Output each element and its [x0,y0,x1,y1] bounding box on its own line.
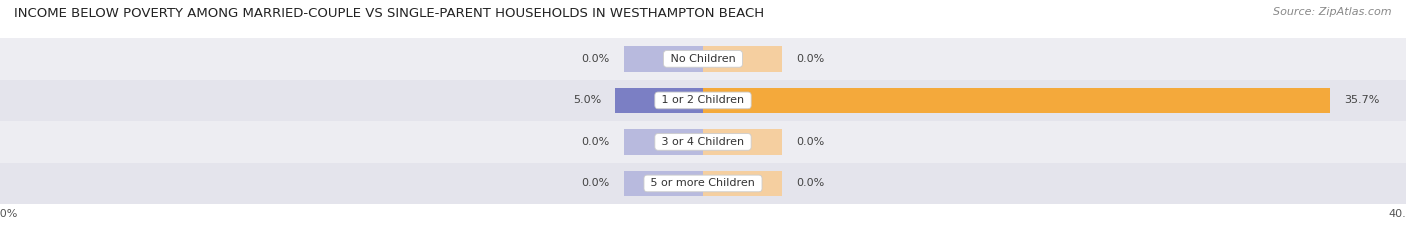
Text: 5.0%: 5.0% [572,95,602,105]
Text: 0.0%: 0.0% [582,54,610,64]
Bar [703,171,782,196]
Bar [703,88,782,113]
Text: 0.0%: 0.0% [582,178,610,188]
Text: 0.0%: 0.0% [796,54,824,64]
Bar [624,171,703,196]
Text: No Children: No Children [666,54,740,64]
Text: 1 or 2 Children: 1 or 2 Children [658,95,748,105]
Bar [703,129,782,155]
Text: 5 or more Children: 5 or more Children [647,178,759,188]
Text: 0.0%: 0.0% [796,178,824,188]
Text: INCOME BELOW POVERTY AMONG MARRIED-COUPLE VS SINGLE-PARENT HOUSEHOLDS IN WESTHAM: INCOME BELOW POVERTY AMONG MARRIED-COUPL… [14,7,765,20]
Text: 0.0%: 0.0% [582,137,610,147]
Bar [624,46,703,72]
Text: 0.0%: 0.0% [796,137,824,147]
Bar [624,88,703,113]
Bar [703,46,782,72]
Text: 35.7%: 35.7% [1344,95,1379,105]
Bar [624,129,703,155]
Text: 3 or 4 Children: 3 or 4 Children [658,137,748,147]
Bar [0,80,1406,121]
Bar [616,88,703,113]
Bar [703,88,1330,113]
Bar [0,163,1406,204]
Text: Source: ZipAtlas.com: Source: ZipAtlas.com [1274,7,1392,17]
Bar [0,121,1406,163]
Bar [0,38,1406,80]
